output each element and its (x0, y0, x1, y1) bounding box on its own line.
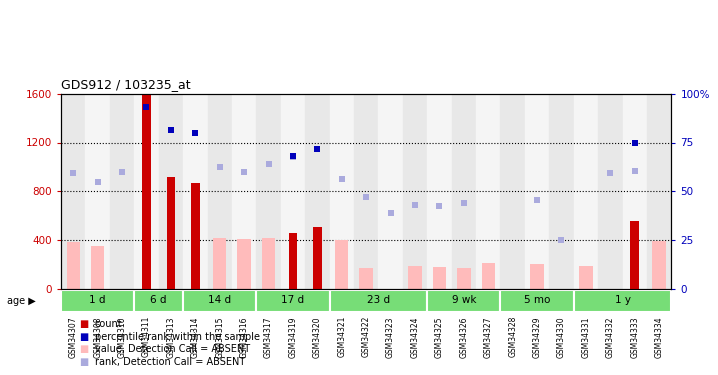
Bar (427, 290, 500, 312)
Bar (653, 241, 666, 289)
Bar (574, 290, 671, 312)
Text: ■: ■ (79, 320, 88, 329)
Text: GSM34315: GSM34315 (215, 316, 224, 357)
Text: percentile rank within the sample: percentile rank within the sample (95, 332, 260, 342)
Bar (61, 94, 85, 289)
Bar (409, 266, 421, 289)
Bar (482, 263, 495, 289)
Bar (85, 94, 110, 289)
Text: GSM34319: GSM34319 (289, 316, 297, 357)
Bar (476, 94, 500, 289)
Bar (213, 238, 226, 289)
Text: count: count (95, 320, 122, 329)
Bar (427, 94, 452, 289)
Text: GSM34310: GSM34310 (118, 316, 126, 357)
Bar (289, 232, 297, 289)
Bar (167, 177, 175, 289)
Text: GSM34313: GSM34313 (167, 316, 175, 357)
Text: GSM34334: GSM34334 (655, 316, 663, 358)
Bar (531, 264, 544, 289)
Text: GSM34311: GSM34311 (142, 316, 151, 357)
Bar (500, 290, 574, 312)
Text: GSM34322: GSM34322 (362, 316, 370, 357)
Bar (579, 266, 592, 289)
Bar (574, 94, 598, 289)
Text: GSM34314: GSM34314 (191, 316, 200, 357)
Text: GSM34324: GSM34324 (411, 316, 419, 357)
Text: ■: ■ (79, 344, 88, 354)
Bar (313, 226, 322, 289)
Text: GSM34329: GSM34329 (533, 316, 541, 357)
Bar (335, 240, 348, 289)
Bar (403, 94, 427, 289)
Text: value, Detection Call = ABSENT: value, Detection Call = ABSENT (95, 344, 250, 354)
Text: ■: ■ (79, 357, 88, 366)
Text: GSM34328: GSM34328 (508, 316, 517, 357)
Bar (238, 239, 251, 289)
Bar (549, 94, 574, 289)
Bar (191, 183, 200, 289)
Bar (262, 238, 275, 289)
Bar (142, 94, 151, 289)
Bar (433, 267, 446, 289)
Bar (183, 290, 256, 312)
Text: GSM34308: GSM34308 (93, 316, 102, 357)
Bar (91, 246, 104, 289)
Text: GSM34331: GSM34331 (582, 316, 590, 357)
Bar (208, 94, 232, 289)
Text: 9 wk: 9 wk (452, 296, 476, 306)
Text: 23 d: 23 d (367, 296, 390, 306)
Text: GSM34327: GSM34327 (484, 316, 493, 357)
Bar (500, 94, 525, 289)
Bar (256, 290, 330, 312)
Bar (452, 94, 476, 289)
Bar (378, 94, 403, 289)
Text: GSM34332: GSM34332 (606, 316, 615, 357)
Text: GSM34323: GSM34323 (386, 316, 395, 357)
Text: GSM34320: GSM34320 (313, 316, 322, 357)
Bar (305, 94, 330, 289)
Text: GSM34316: GSM34316 (240, 316, 248, 357)
Bar (134, 94, 159, 289)
Text: GSM34326: GSM34326 (460, 316, 468, 357)
Bar (623, 94, 647, 289)
Text: GSM34325: GSM34325 (435, 316, 444, 357)
Bar (281, 94, 305, 289)
Text: 1 y: 1 y (615, 296, 630, 306)
Bar (61, 290, 134, 312)
Bar (67, 243, 80, 289)
Text: GDS912 / 103235_at: GDS912 / 103235_at (61, 78, 191, 91)
Text: GSM34321: GSM34321 (337, 316, 346, 357)
Text: GSM34330: GSM34330 (557, 316, 566, 358)
Text: 14 d: 14 d (208, 296, 231, 306)
Bar (457, 268, 470, 289)
Bar (183, 94, 208, 289)
Bar (354, 94, 378, 289)
Bar (630, 220, 639, 289)
Text: ■: ■ (79, 332, 88, 342)
Text: rank, Detection Call = ABSENT: rank, Detection Call = ABSENT (95, 357, 245, 366)
Text: 17 d: 17 d (281, 296, 304, 306)
Text: 5 mo: 5 mo (524, 296, 550, 306)
Bar (134, 290, 183, 312)
Text: GSM34317: GSM34317 (264, 316, 273, 357)
Bar (330, 94, 354, 289)
Bar (232, 94, 256, 289)
Bar (598, 94, 623, 289)
Text: age ▶: age ▶ (7, 296, 36, 306)
Bar (525, 94, 549, 289)
Text: GSM34307: GSM34307 (69, 316, 78, 358)
Text: 6 d: 6 d (151, 296, 167, 306)
Bar (647, 94, 671, 289)
Text: GSM34333: GSM34333 (630, 316, 639, 358)
Bar (256, 94, 281, 289)
Bar (159, 94, 183, 289)
Bar (360, 268, 373, 289)
Bar (330, 290, 427, 312)
Text: 1 d: 1 d (90, 296, 106, 306)
Bar (110, 94, 134, 289)
